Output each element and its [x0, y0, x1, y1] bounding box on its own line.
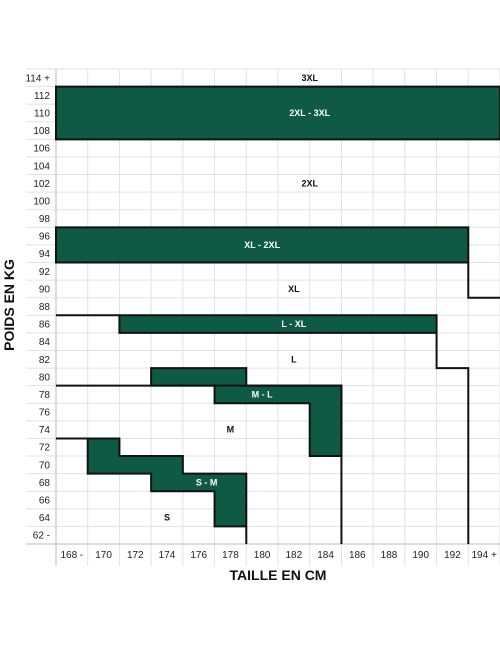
zone-label-l-xl: L - XL: [281, 319, 306, 329]
y-tick-label: 92: [39, 267, 51, 278]
y-tick-label: 110: [34, 108, 50, 119]
y-tick-label: 114 +: [25, 73, 50, 84]
zone-labels: S S - M M M - L L L - XL XL XL - 2XL 2XL 2XL - 3X…: [164, 73, 331, 523]
y-tick-label: 88: [39, 302, 51, 313]
zone-label-2xl: 2XL: [301, 178, 318, 188]
x-tick-label: 180: [254, 550, 271, 561]
x-tick-label: 194 +: [471, 550, 496, 561]
y-tick-label: 94: [39, 249, 51, 260]
y-tick-label: 64: [39, 513, 51, 524]
y-tick-label: 68: [39, 478, 51, 489]
x-tick-label: 190: [412, 550, 429, 561]
x-tick-label: 184: [317, 550, 334, 561]
y-tick-label: 98: [39, 214, 51, 225]
zone-boundary: [435, 332, 470, 544]
x-tick-label: 192: [444, 550, 461, 561]
x-tick-label: 182: [286, 550, 303, 561]
band-l-xl: [118, 314, 438, 334]
zone-label-xl: XL: [288, 284, 300, 294]
y-tick-label: 106: [33, 144, 50, 155]
zone-boundary: [56, 384, 343, 544]
x-tick-label: 188: [381, 550, 398, 561]
y-tick-label: 96: [39, 232, 51, 243]
x-tick-label: 168 -: [60, 550, 83, 561]
x-axis-title: TAILLE EN CM: [230, 567, 327, 583]
y-axis-title: POIDS EN KG: [1, 259, 17, 351]
zone-label-s-m: S - M: [196, 477, 218, 487]
y-tick-label: 80: [39, 372, 51, 383]
y-tick-label: 82: [39, 355, 51, 366]
zone-label-m-l: M - L: [252, 389, 273, 399]
y-tick-label: 108: [33, 126, 50, 137]
x-tick-label: 178: [222, 550, 239, 561]
x-tick-label: 170: [95, 550, 112, 561]
y-tick-label: 74: [39, 425, 51, 436]
x-tick-label: 176: [190, 550, 207, 561]
zone-label-m: M: [227, 425, 235, 435]
zone-label-3xl: 3XL: [301, 73, 318, 83]
y-tick-label: 104: [33, 161, 50, 172]
y-axis-ticks: 62 - 64 66 68 70 72 74 76 78 80 82 84 86 88 90 92 94 96 98…: [25, 73, 50, 541]
y-tick-label: 78: [39, 390, 51, 401]
x-tick-label: 174: [159, 550, 176, 561]
x-tick-label: 172: [127, 550, 144, 561]
y-tick-label: 62 -: [33, 531, 50, 542]
y-tick-label: 70: [39, 460, 51, 471]
band-2xl-3xl: [55, 85, 500, 141]
y-tick-label: 90: [39, 284, 51, 295]
zone-label-2xl-3xl: 2XL - 3XL: [289, 108, 330, 118]
y-tick-label: 112: [34, 91, 50, 102]
x-tick-label: 186: [349, 550, 366, 561]
y-tick-label: 76: [39, 408, 51, 419]
y-tick-label: 84: [39, 337, 51, 348]
y-tick-label: 100: [33, 196, 50, 207]
zone-boundary: [467, 262, 500, 299]
zone-boundaries: [56, 262, 500, 544]
y-tick-label: 72: [39, 443, 51, 454]
x-axis-ticks: 168 - 170 172 174 176 178 180 182 184 186 188 190 19…: [60, 550, 496, 561]
y-tick-label: 66: [39, 496, 51, 507]
y-tick-label: 86: [39, 320, 51, 331]
zone-label-l: L: [291, 354, 297, 364]
y-tick-label: 102: [33, 179, 50, 190]
zone-label-xl-2xl: XL - 2XL: [244, 240, 280, 250]
zone-label-s: S: [164, 513, 170, 523]
